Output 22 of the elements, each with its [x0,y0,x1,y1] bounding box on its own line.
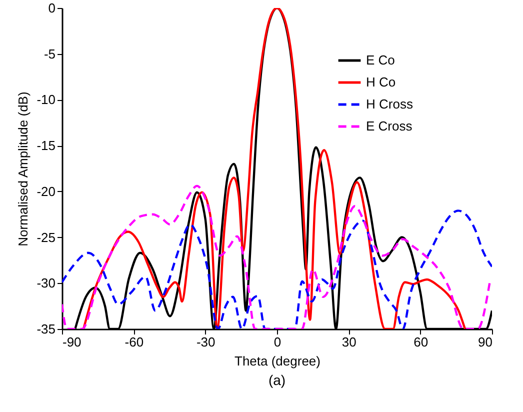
y-tick-label: -15 [36,138,56,154]
x-tick-label: -60 [124,334,144,350]
x-tick-label: 30 [342,334,356,350]
legend-label: H Co [366,74,396,90]
x-tick-label: -90 [62,334,82,350]
y-tick-label: 0 [48,0,56,16]
y-tick-label: -10 [36,92,56,108]
y-tick-label: -25 [36,230,56,245]
x-tick-label: -30 [196,334,216,350]
legend-label: H Cross [366,96,414,112]
y-tick-label: -20 [36,184,56,199]
text: (a) [268,372,286,388]
y-axis-title: Normalised Amplitude (dB) [16,92,31,246]
legend-label: E Cross [366,118,413,134]
y-tick-label: -5 [44,46,56,62]
x-tick-label: 90 [478,334,492,350]
x-tick-label: 60 [414,334,428,350]
x-tick-label: 0 [274,334,282,350]
x-axis-title: Theta (degree) [234,354,320,368]
legend-label: E Co [366,52,395,68]
y-tick-label: -30 [36,276,56,291]
y-tick-label: -35 [36,322,56,336]
